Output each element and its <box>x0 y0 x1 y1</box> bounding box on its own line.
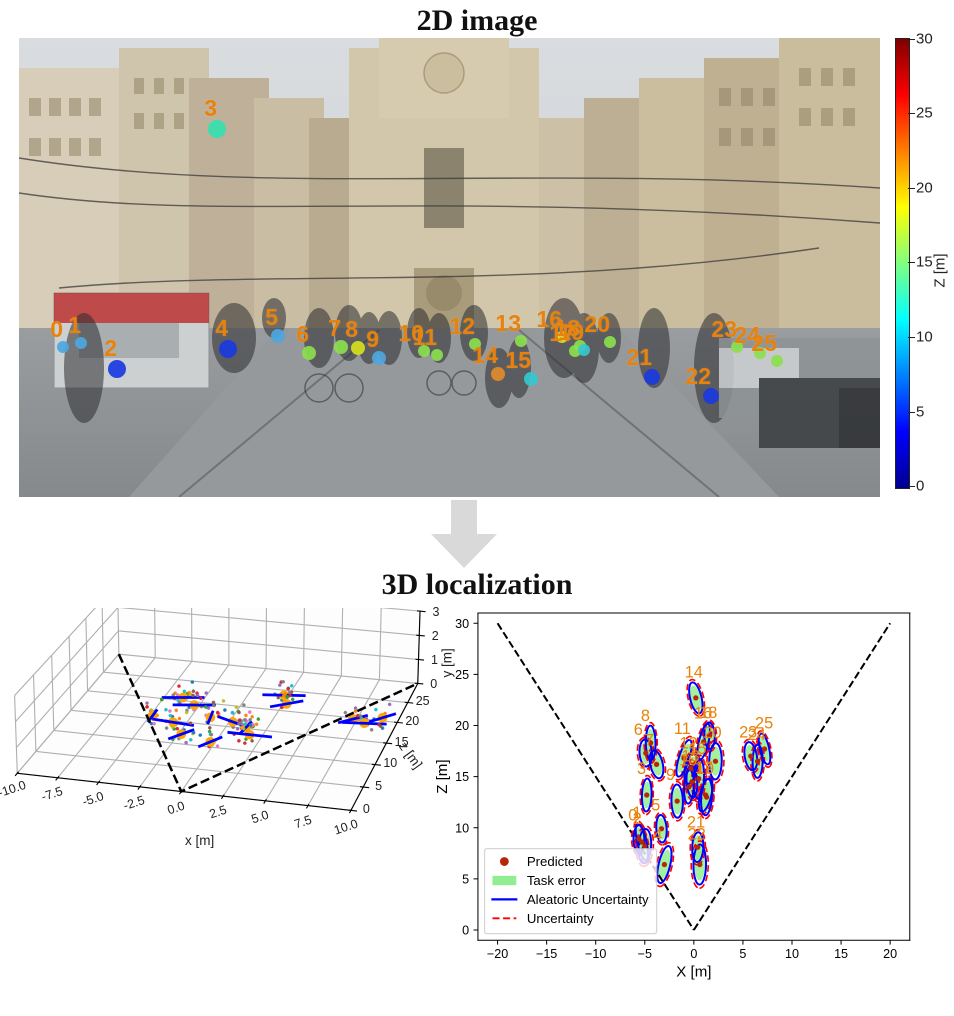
svg-text:20: 20 <box>455 719 469 733</box>
svg-text:10: 10 <box>455 821 469 835</box>
svg-text:9: 9 <box>666 766 675 784</box>
svg-text:10: 10 <box>785 947 799 961</box>
svg-text:18: 18 <box>699 704 717 722</box>
svg-text:5: 5 <box>739 947 746 961</box>
svg-text:20: 20 <box>703 724 721 742</box>
svg-text:15: 15 <box>688 740 706 758</box>
svg-text:15: 15 <box>834 947 848 961</box>
svg-text:−5: −5 <box>638 947 652 961</box>
svg-text:19: 19 <box>696 760 714 778</box>
svg-text:0: 0 <box>628 807 637 825</box>
svg-text:X [m]: X [m] <box>676 964 711 981</box>
svg-text:5: 5 <box>651 797 660 815</box>
svg-text:30: 30 <box>455 617 469 631</box>
svg-text:Task error: Task error <box>527 873 586 888</box>
svg-text:Predicted: Predicted <box>527 854 583 869</box>
svg-text:0: 0 <box>690 947 697 961</box>
svg-text:25: 25 <box>455 668 469 682</box>
svg-text:4: 4 <box>653 827 662 845</box>
svg-text:Uncertainty: Uncertainty <box>527 911 594 926</box>
svg-text:5: 5 <box>462 872 469 886</box>
svg-text:Aleatoric Uncertainty: Aleatoric Uncertainty <box>527 892 649 907</box>
svg-text:−15: −15 <box>536 947 557 961</box>
svg-text:7: 7 <box>645 732 654 750</box>
svg-text:20: 20 <box>883 947 897 961</box>
svg-text:22: 22 <box>688 825 706 843</box>
svg-text:14: 14 <box>685 663 703 681</box>
svg-text:−20: −20 <box>487 947 508 961</box>
svg-text:−10: −10 <box>585 947 606 961</box>
svg-text:8: 8 <box>641 707 650 725</box>
svg-text:25: 25 <box>755 715 773 733</box>
svg-text:15: 15 <box>455 770 469 784</box>
svg-text:0: 0 <box>462 924 469 938</box>
svg-text:3: 3 <box>637 760 646 778</box>
svg-text:Z [m]: Z [m] <box>434 759 451 793</box>
